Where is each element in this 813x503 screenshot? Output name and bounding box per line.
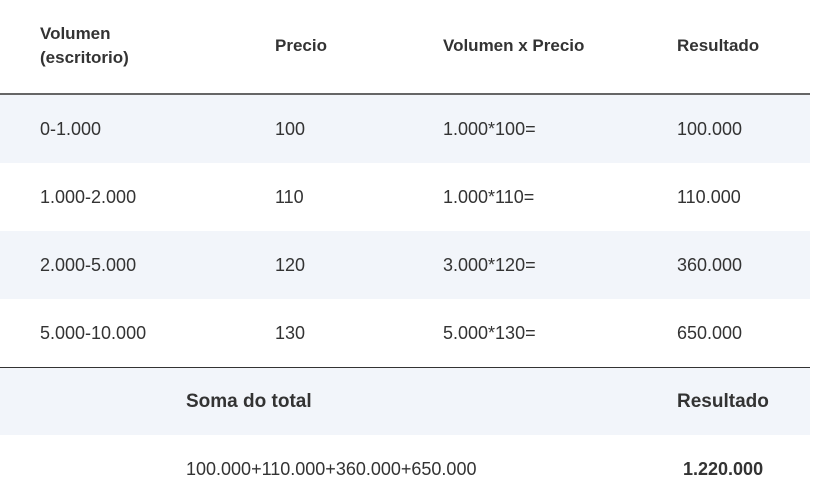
header-volume-x-price: Volumen x Precio [443, 36, 585, 55]
summary-total-row: 100.000+110.000+360.000+650.000 1.220.00… [0, 435, 810, 503]
header-result: Resultado [677, 36, 760, 55]
cell-price: 100 [275, 119, 306, 139]
summary-formula: 100.000+110.000+360.000+650.000 [186, 459, 477, 479]
cell-result: 110.000 [677, 187, 741, 207]
cell-formula: 1.000*110= [443, 187, 535, 207]
table-row: 5.000-10.000 130 5.000*130= 650.000 [0, 299, 810, 368]
summary-header-row: Soma do total Resultado [0, 368, 810, 435]
header-volume-line1: Volumen [40, 24, 111, 43]
cell-price: 130 [275, 323, 306, 343]
cell-volume: 5.000-10.000 [40, 323, 147, 343]
header-price: Precio [275, 36, 327, 55]
table-row: 0-1.000 100 1.000*100= 100.000 [0, 95, 810, 163]
cell-result: 360.000 [677, 255, 743, 275]
table-row: 1.000-2.000 110 1.000*110= 110.000 [0, 163, 810, 231]
header-volume: Volumen (escritorio) [40, 22, 129, 70]
cell-volume: 1.000-2.000 [40, 187, 137, 207]
cell-volume: 0-1.000 [40, 119, 102, 139]
summary-result-label: Resultado [677, 391, 769, 412]
cell-result: 650.000 [677, 323, 743, 343]
summary-label: Soma do total [186, 391, 312, 412]
header-volume-line2: (escritorio) [40, 48, 129, 67]
cell-formula: 3.000*120= [443, 255, 536, 275]
cell-price: 120 [275, 255, 306, 275]
cell-price: 110 [275, 187, 304, 207]
cell-formula: 5.000*130= [443, 323, 536, 343]
cell-result: 100.000 [677, 119, 743, 139]
table-header: Volumen (escritorio) Precio Volumen x Pre… [0, 0, 810, 95]
summary-total: 1.220.000 [683, 459, 764, 479]
cell-volume: 2.000-5.000 [40, 255, 137, 275]
cell-formula: 1.000*100= [443, 119, 536, 139]
table-row: 2.000-5.000 120 3.000*120= 360.000 [0, 231, 810, 299]
